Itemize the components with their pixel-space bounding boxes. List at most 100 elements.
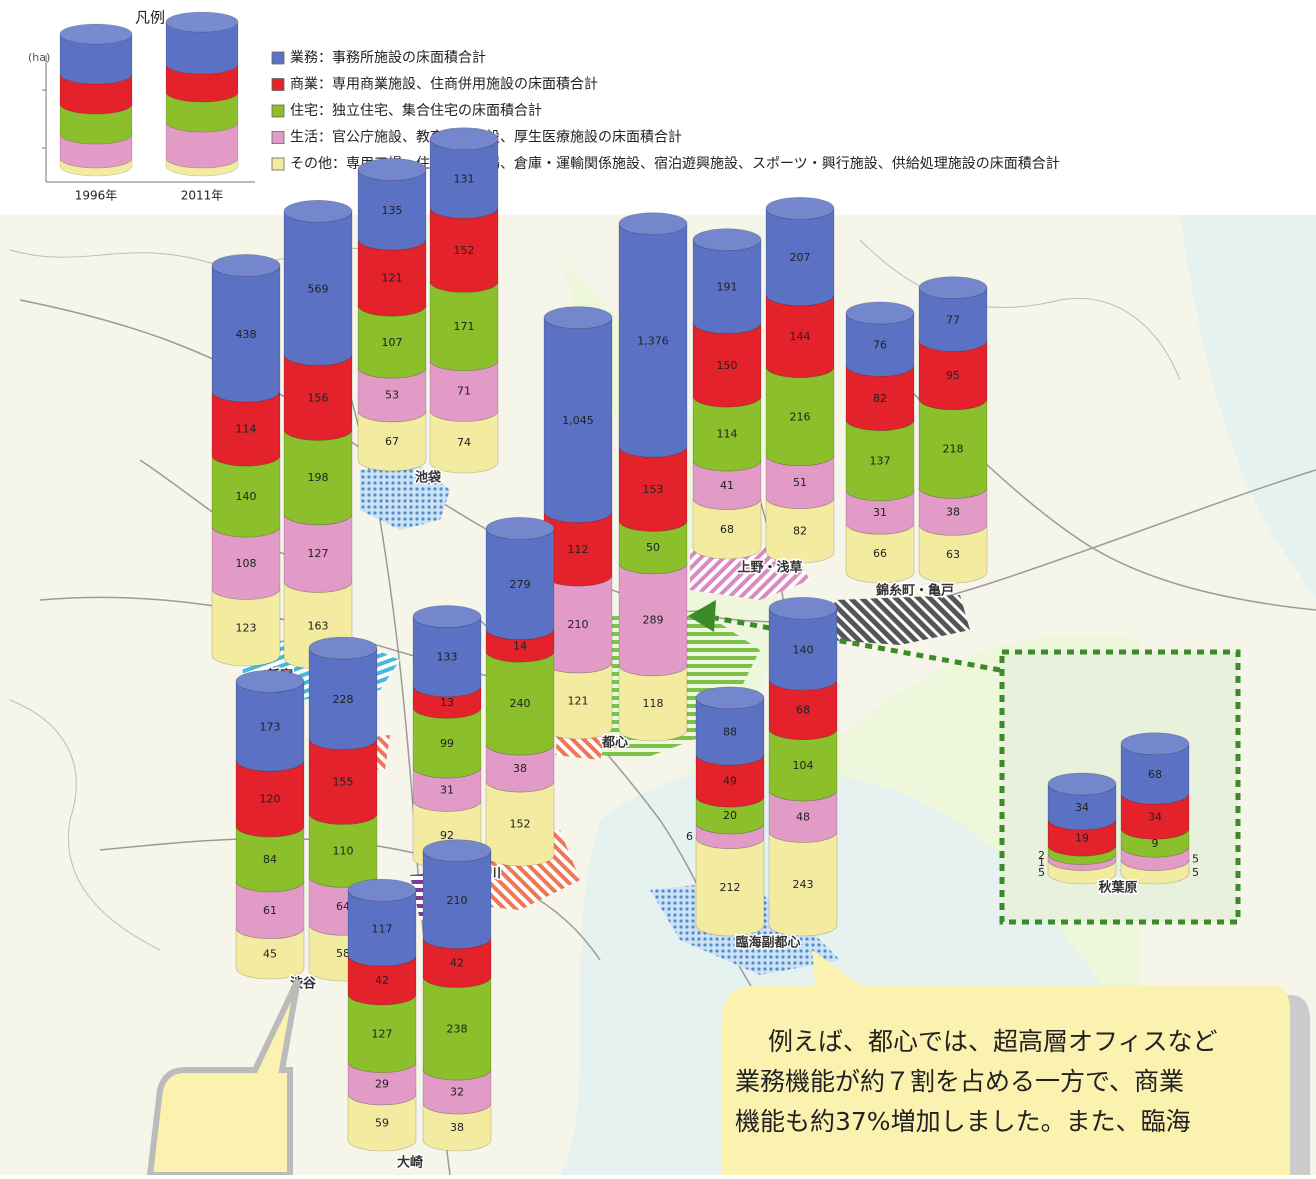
inset-leader <box>714 615 1001 673</box>
value-label: 1,045 <box>562 414 594 427</box>
value-label: 6 <box>686 830 693 843</box>
area-group: 59 29 127 42 117 38 32 238 42 210 大崎 <box>347 839 492 1172</box>
value-label: 5 <box>1192 866 1199 879</box>
value-label: 5 <box>1192 852 1199 865</box>
value-label: 216 <box>790 410 811 423</box>
value-label: 9 <box>1152 837 1159 850</box>
legend-swatch <box>271 157 285 171</box>
value-label: 13 <box>440 696 454 709</box>
map-water <box>1180 215 1316 600</box>
value-label: 210 <box>447 894 468 907</box>
area-group: 68 41 114 150 191 82 51 216 144 207 上野・浅草 <box>692 197 835 577</box>
bar-cap <box>357 158 427 181</box>
value-label: 108 <box>236 557 257 570</box>
value-label: 14 <box>513 639 527 652</box>
bar-cap <box>543 306 613 329</box>
value-label: 279 <box>510 578 531 591</box>
bar-cap <box>692 228 762 251</box>
value-label: 198 <box>308 471 329 484</box>
value-label: 68 <box>1148 768 1162 781</box>
area-name: 池袋 <box>415 470 442 486</box>
district-kinshicho <box>830 595 970 645</box>
value-label: 66 <box>873 547 887 560</box>
value-label: 150 <box>717 359 738 372</box>
value-label: 68 <box>796 704 810 717</box>
inset-frame <box>999 649 1241 925</box>
bar-cap <box>429 127 499 151</box>
value-label: 34 <box>1148 810 1162 823</box>
value-label: 228 <box>333 693 354 706</box>
value-label: 191 <box>717 281 738 294</box>
bar-cap <box>308 636 378 660</box>
value-label: 58 <box>336 947 350 960</box>
value-label: 34 <box>1075 801 1089 814</box>
bar-cap <box>765 197 835 220</box>
bar-cap <box>347 878 417 902</box>
value-label: 61 <box>263 904 277 917</box>
bar-groups: 67531071211357471171152131池袋684111415019… <box>211 127 1199 1172</box>
value-label: 51 <box>793 476 807 489</box>
value-label: 163 <box>308 619 329 632</box>
legend-cylinder-cap <box>165 11 239 33</box>
legend-swatch <box>271 78 285 91</box>
value-label: 569 <box>308 282 329 295</box>
value-label: 289 <box>643 613 664 626</box>
value-label: 45 <box>263 947 277 960</box>
value-label: 153 <box>643 483 664 496</box>
legend-year: 2011年 <box>181 189 224 203</box>
area-name: 錦糸町・亀戸 <box>876 583 954 599</box>
legend-swatch <box>271 51 285 65</box>
value-label: 104 <box>793 759 814 772</box>
value-label: 32 <box>450 1086 464 1099</box>
bar-cap <box>618 212 688 235</box>
value-label: 123 <box>236 621 257 634</box>
district-ikebukuro <box>360 465 450 530</box>
value-label: 38 <box>450 1121 464 1134</box>
value-label: 117 <box>372 922 393 935</box>
bar-cap <box>211 254 281 277</box>
value-label: 67 <box>385 435 399 448</box>
bar-cap <box>235 669 305 693</box>
value-label: 88 <box>723 726 737 739</box>
value-label: 120 <box>260 793 281 806</box>
legend: 凡例 (ha) 1996年 2011年 業務：事務所施設の床面積合計商業：専用商… <box>28 9 1060 203</box>
area-name: 臨海副都心 <box>735 935 800 951</box>
value-label: 173 <box>260 720 281 733</box>
value-label: 110 <box>333 844 354 857</box>
value-label: 155 <box>333 776 354 789</box>
bar-cap <box>1120 732 1190 756</box>
value-label: 20 <box>723 809 737 822</box>
value-label: 438 <box>236 328 257 341</box>
callout-line: 機能も約37%増加しました。また、臨海 <box>735 1107 1191 1136</box>
bar-cap <box>918 276 988 299</box>
value-label: 53 <box>385 389 399 402</box>
value-label: 82 <box>793 524 807 537</box>
legend-year: 1996年 <box>75 189 118 203</box>
value-label: 121 <box>568 695 589 708</box>
legend-unit: (ha) <box>28 51 50 64</box>
value-label: 140 <box>236 490 257 503</box>
value-label: 133 <box>437 651 458 664</box>
value-label: 19 <box>1075 832 1089 845</box>
value-label: 64 <box>336 900 350 913</box>
value-label: 207 <box>790 251 811 264</box>
callout-left <box>146 978 301 1178</box>
value-label: 76 <box>873 339 887 352</box>
value-label: 38 <box>946 505 960 518</box>
value-label: 152 <box>454 244 475 257</box>
value-label: 31 <box>440 783 454 796</box>
value-label: 121 <box>382 272 403 285</box>
area-name: 秋葉原 <box>1098 880 1137 896</box>
callout-line: 例えば、都心では、超高層オフィスなど <box>768 1027 1218 1056</box>
value-label: 152 <box>510 818 531 831</box>
legend-cylinder-cap <box>59 23 133 45</box>
value-label: 210 <box>568 618 589 631</box>
area-group: 923199131331523824014279品川 <box>412 517 555 883</box>
bar-cap <box>1047 772 1117 796</box>
value-label: 171 <box>454 320 475 333</box>
legend-swatch <box>271 131 285 144</box>
bar-cap <box>422 839 492 862</box>
